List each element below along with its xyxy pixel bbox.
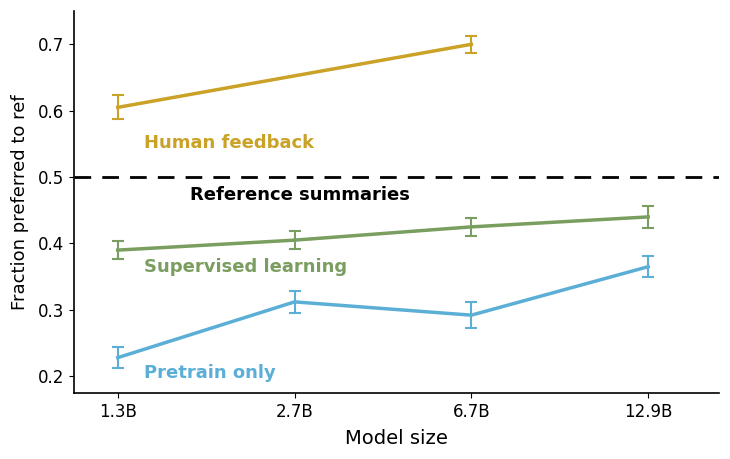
X-axis label: Model size: Model size [345,429,447,448]
Text: Pretrain only: Pretrain only [145,364,276,382]
Text: Reference summaries: Reference summaries [190,186,410,204]
Text: Supervised learning: Supervised learning [145,258,347,276]
Text: Human feedback: Human feedback [145,134,315,152]
Y-axis label: Fraction preferred to ref: Fraction preferred to ref [11,94,29,310]
